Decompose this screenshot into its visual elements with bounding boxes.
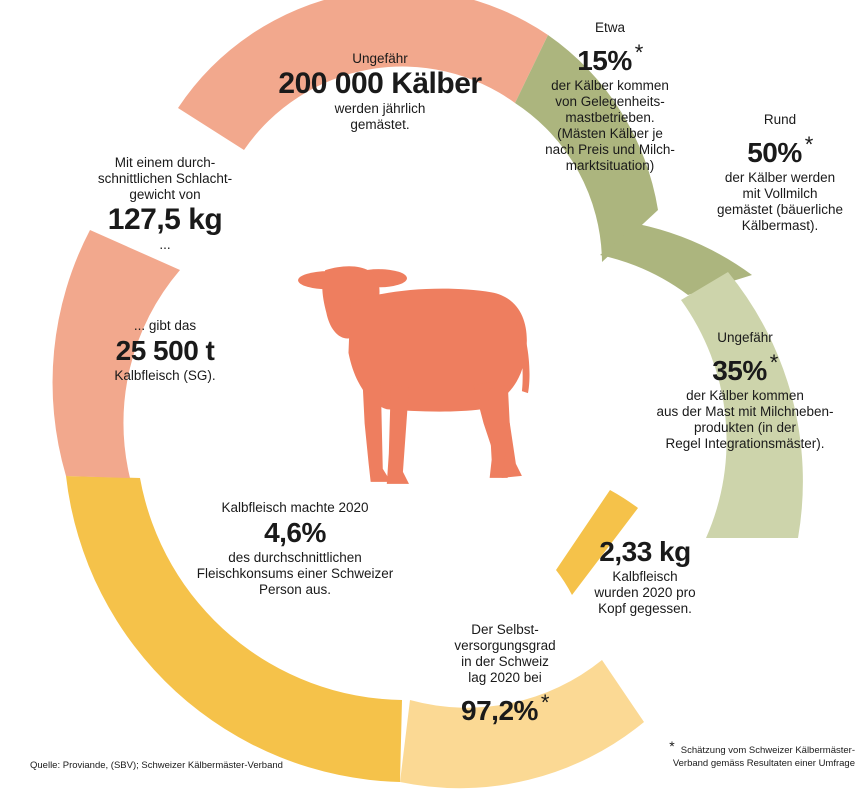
vollmilch-pre: Rund [763, 112, 797, 127]
kaelber-value: 200 000 Kälber [278, 67, 482, 100]
gelegenheit-post: (Mästen Kälber je [557, 126, 663, 141]
pro-kopf-post: wurden 2020 pro [594, 585, 696, 600]
text-selbstversorgung: Der Selbst- versorgungsgrad in der Schwe… [425, 622, 585, 728]
selbstversorgung-pre: in der Schweiz [461, 654, 549, 669]
segment-vollmilch [600, 224, 752, 295]
selbstversorgung-pre: lag 2020 bei [468, 670, 542, 685]
selbstversorgung-value-wrap: 97,2% * [425, 686, 585, 728]
konsum-pre: Kalbfleisch machte 2020 [221, 500, 369, 515]
konsum-post: des durchschnittlichen [228, 550, 362, 565]
schlachtgewicht-pre: Mit einem durch- [114, 155, 216, 170]
schlachtgewicht-post: ... [159, 237, 171, 252]
text-milchneben: Ungefähr 35% * der Kälber kommen aus der … [645, 330, 845, 452]
gelegenheit-pre: Etwa [594, 20, 625, 35]
asterisk-icon: * [634, 40, 644, 65]
footnote-line: * Schätzung vom Schweizer Kälbermäster- [669, 739, 855, 756]
milchneben-post: der Kälber kommen [686, 388, 804, 403]
text-schlachtgewicht: Mit einem durch- schnittlichen Schlacht-… [85, 155, 245, 253]
selbstversorgung-pre: versorgungsgrad [454, 638, 556, 653]
gelegenheit-post: marktsituation) [565, 158, 655, 173]
gelegenheit-post: mastbetrieben. [565, 110, 655, 125]
pro-kopf-value: 2,33 kg [599, 536, 691, 567]
vollmilch-value-wrap: 50% * [700, 128, 860, 170]
kalbfleisch-total-value: 25 500 t [115, 335, 215, 366]
text-kalbfleisch-total: ... gibt das 25 500 t Kalbfleisch (SG). [80, 318, 250, 384]
kaelber-pre: Ungefähr [352, 51, 408, 66]
schlachtgewicht-pre: gewicht von [129, 187, 201, 202]
milchneben-post: aus der Mast mit Milchneben- [656, 404, 834, 419]
gelegenheit-value: 15% [577, 45, 632, 76]
asterisk-icon: * [540, 690, 550, 715]
pro-kopf-post: Kalbfleisch [612, 569, 678, 584]
milchneben-post: Regel Integrationsmäster). [665, 436, 825, 451]
pro-kopf-post: Kopf gegessen. [598, 601, 692, 616]
kalbfleisch-total-pre: ... gibt das [133, 318, 197, 333]
konsum-value: 4,6% [264, 517, 326, 548]
segment-schlachtung [52, 230, 180, 478]
text-vollmilch: Rund 50% * der Kälber werden mit Vollmilc… [700, 112, 860, 234]
selbstversorgung-pre: Der Selbst- [471, 622, 539, 637]
konsum-post: Person aus. [258, 582, 332, 597]
gelegenheit-post: nach Preis und Milch- [545, 142, 675, 157]
segment-konsum [66, 476, 402, 782]
schlachtgewicht-pre: schnittlichen Schlacht- [97, 171, 233, 186]
asterisk-icon: * [769, 350, 779, 375]
gelegenheit-value-wrap: 15% * [530, 36, 690, 78]
segment-selbstversorgung [400, 660, 644, 789]
konsum-post: Fleischkonsums einer Schweizer [196, 566, 394, 581]
vollmilch-post: Kälbermast). [741, 218, 819, 233]
asterisk-icon: * [669, 738, 675, 754]
schlachtgewicht-value: 127,5 kg [107, 203, 223, 236]
calf-icon [298, 266, 530, 484]
milchneben-value-wrap: 35% * [645, 346, 845, 388]
segment-milchneben [681, 272, 803, 538]
milchneben-post: produkten (in der [693, 420, 797, 435]
text-gelegenheit: Etwa 15% * der Kälber kommen von Gelegenh… [530, 20, 690, 174]
segment-pro-kopf [556, 490, 638, 595]
asterisk-icon: * [804, 132, 814, 157]
footnote-text: Verband gemäss Resultaten einer Umfrage [672, 758, 855, 769]
milchneben-pre: Ungefähr [717, 330, 773, 345]
text-konsum: Kalbfleisch machte 2020 4,6% des durchsc… [180, 500, 410, 598]
gelegenheit-post: von Gelegenheits- [555, 94, 665, 109]
kalbfleisch-total-post: Kalbfleisch (SG). [114, 368, 216, 383]
text-pro-kopf: 2,33 kg Kalbfleisch wurden 2020 pro Kopf… [570, 535, 720, 617]
gelegenheit-post: der Kälber kommen [551, 78, 669, 93]
vollmilch-post: gemästet (bäuerliche [716, 202, 844, 217]
source-note: Quelle: Proviande, (SBV); Schweizer Kälb… [30, 760, 283, 771]
milchneben-value: 35% [712, 355, 767, 386]
footnote-text: Schätzung vom Schweizer Kälbermäster- [680, 745, 855, 756]
vollmilch-post: mit Vollmilch [742, 186, 818, 201]
vollmilch-value: 50% [747, 137, 802, 168]
kaelber-post: gemästet. [350, 117, 410, 132]
selbstversorgung-value: 97,2% [461, 695, 538, 726]
segment-kaelber [178, 0, 548, 150]
footnote: * Schätzung vom Schweizer Kälbermäster- V… [655, 739, 855, 770]
text-kaelber: Ungefähr 200 000 Kälber werden jährlich … [255, 51, 505, 133]
vollmilch-post: der Kälber werden [724, 170, 836, 185]
kaelber-post: werden jährlich [334, 101, 426, 116]
segment-gelegenheit [515, 35, 658, 262]
